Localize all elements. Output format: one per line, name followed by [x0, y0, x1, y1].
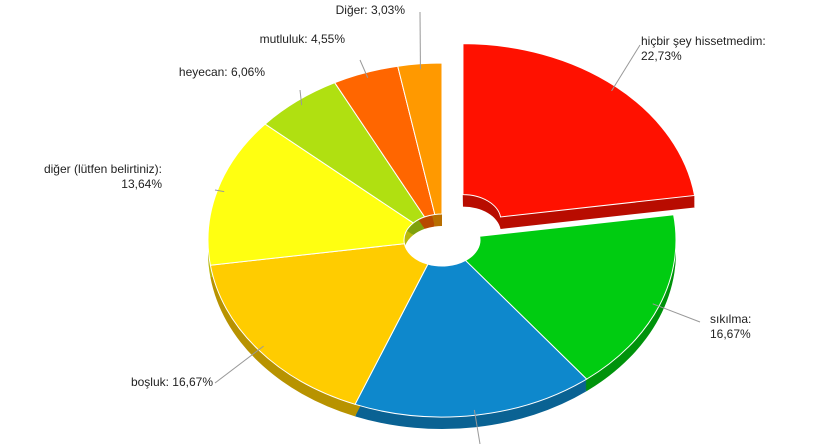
separator: : — [304, 32, 311, 46]
category: diğer (lütfen belirtiniz) — [43, 162, 159, 176]
leader-line — [214, 345, 264, 384]
value-label: 22,73% — [641, 49, 682, 63]
separator: : — [762, 34, 766, 48]
data-label: sıkılma: 16,67% — [710, 312, 780, 342]
separator: : — [748, 312, 752, 326]
value-label: 3,03% — [370, 3, 405, 17]
data-label: heyecan: 6,06% — [65, 65, 265, 80]
slice — [397, 62, 443, 216]
leader-line — [359, 59, 369, 78]
leader-line — [652, 303, 701, 323]
category: mutluluk — [259, 32, 305, 46]
category: Diğer — [335, 3, 365, 17]
separator: : — [165, 375, 173, 389]
data-label: hiçbir şey hissetmedim: 22,73% — [641, 34, 771, 64]
data-label: Diğer: 3,03% — [205, 3, 405, 18]
category: heyecan — [178, 65, 225, 79]
value-label: 16,67% — [710, 327, 751, 341]
slice — [464, 214, 677, 380]
data-label: diğer (lütfen belirtiniz): 13,64% — [2, 162, 162, 192]
leader-line — [299, 89, 303, 106]
data-label: mutluluk: 4,55% — [145, 32, 345, 47]
leader-line — [611, 44, 641, 92]
leader-line — [473, 409, 481, 444]
value-label: 16,67% — [172, 375, 213, 389]
separator: : — [364, 3, 371, 17]
separator: : — [158, 162, 162, 176]
leader-line — [214, 189, 225, 193]
category: sıkılma — [710, 312, 749, 326]
separator: : — [224, 65, 231, 79]
value-label: 6,06% — [230, 65, 265, 79]
category: boşluk — [130, 375, 166, 389]
data-label: boşluk: 16,67% — [13, 375, 213, 390]
slice — [209, 243, 429, 405]
category: hiçbir şey hissetmedim — [641, 34, 763, 48]
value-label: 4,55% — [310, 32, 345, 46]
slice — [354, 259, 588, 418]
value-label: 13,64% — [121, 177, 162, 191]
slice — [462, 43, 696, 218]
slice — [207, 123, 415, 266]
